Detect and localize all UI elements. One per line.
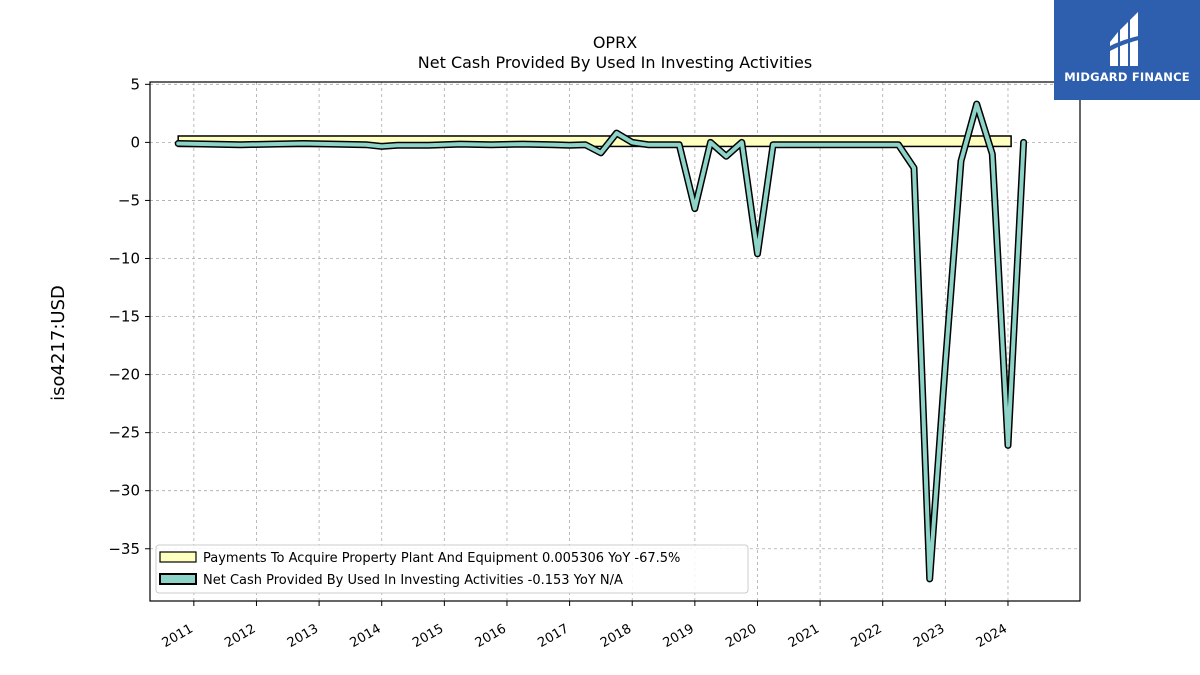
x-tick-label: 2011 [160,621,196,651]
series-investing-line [176,102,1026,581]
x-tick-label: 2013 [285,621,321,651]
grid [150,82,1080,601]
y-tick-label: −30 [108,482,140,500]
x-tick-label: 2021 [786,621,822,651]
series-investing-outline [174,100,1028,583]
legend-box [155,544,749,594]
plot-frame [149,81,1081,602]
legend-swatch-ppe [159,551,197,563]
x-tick-label: 2017 [535,621,571,651]
x-tick-label: 2023 [911,621,947,651]
x-tick-label: 2015 [410,621,446,651]
x-tick-label: 2014 [348,621,384,651]
x-tick-label: 2012 [222,621,258,651]
plot-series [174,100,1028,583]
y-tick-label: −35 [108,540,140,558]
x-tick-label: 2018 [598,621,634,651]
midgard-logo-icon [1106,12,1148,66]
x-tick-label: 2020 [723,621,759,651]
x-axis-ticks: 2011 2012 2013 2014 2015 2016 2017 2018 2019 2020… [160,601,1010,651]
y-tick-label: −20 [108,366,140,384]
y-tick-label: −5 [118,191,140,209]
legend-label-investing: Net Cash Provided By Used In Investing A… [203,573,623,588]
legend-label-ppe: Payments To Acquire Property Plant And E… [203,551,680,566]
x-tick-label: 2022 [849,621,885,651]
brand-logo: MIDGARD FINANCE [1054,0,1200,100]
x-tick-label: 2019 [661,621,697,651]
y-tick-label: −10 [108,249,140,267]
chart-subtitle: Net Cash Provided By Used In Investing A… [418,53,812,72]
y-tick-label: −25 [108,424,140,442]
legend: Payments To Acquire Property Plant And E… [155,544,749,594]
logo-text: MIDGARD FINANCE [1064,70,1190,84]
x-tick-label: 2024 [974,621,1010,651]
y-axis-label: iso4217:USD [48,285,69,401]
y-axis-ticks: 5 0 −5 −10 −15 −20 −25 −30 −35 [108,75,150,558]
y-tick-label: −15 [108,308,140,326]
y-tick-label: 0 [130,133,140,151]
x-tick-label: 2016 [473,621,509,651]
chart-title: OPRX [593,33,637,52]
y-tick-label: 5 [130,75,140,93]
legend-swatch-investing [159,573,197,585]
